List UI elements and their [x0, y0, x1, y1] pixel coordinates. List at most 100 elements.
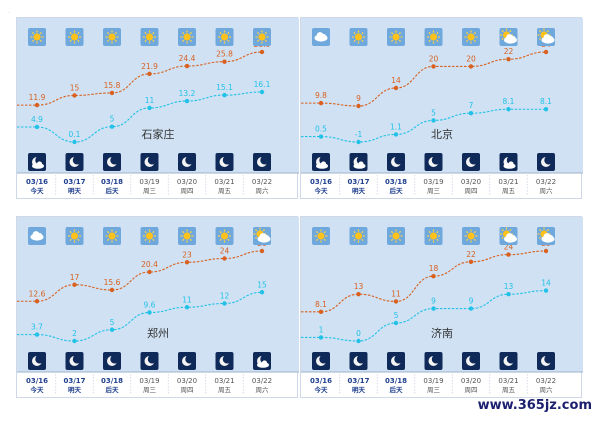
low-temp-label: 5 [431, 108, 436, 117]
high-temp-point [147, 71, 152, 77]
high-temp-label: 23 [182, 250, 192, 259]
low-temp-point [431, 306, 436, 311]
low-temp-point [72, 338, 77, 344]
night-weather [349, 352, 368, 370]
low-temp-point [109, 327, 115, 332]
moon-icon [69, 354, 82, 366]
high-temp-label: 15 [70, 83, 80, 92]
date-label: 03/21 [498, 178, 518, 186]
low-temp-point [506, 292, 511, 297]
low-temp-label: 13 [504, 282, 514, 291]
low-temp-point [468, 111, 474, 116]
moon-icon [107, 155, 119, 167]
day-weather [424, 227, 443, 245]
date-label: 03/18 [385, 377, 407, 385]
moon-icon [257, 155, 269, 167]
weekday-label: 后天 [106, 186, 120, 195]
date-label: 03/19 [423, 178, 443, 186]
low-temp-point [506, 107, 511, 112]
weekday-label: 后天 [390, 385, 404, 394]
forecast-chart: 9.8914202022240.5-11.1578.18.1北京03/16今天0… [301, 18, 583, 196]
forecast-chart: 11.91515.821.924.425.828.94.90.151113.21… [17, 18, 299, 196]
night-weather [499, 352, 518, 370]
sun-icon [68, 229, 81, 243]
high-temp-point [318, 309, 324, 315]
date-label: 03/20 [177, 377, 197, 385]
sun-icon [68, 30, 81, 44]
high-temp-label: 24 [220, 247, 230, 256]
high-temp-label: 8.1 [315, 300, 327, 309]
moon-icon [503, 354, 516, 366]
weekday-label: 周三 [143, 386, 157, 394]
low-temp-label: -1 [355, 130, 363, 139]
date-label: 03/16 [26, 377, 48, 385]
sun-icon [427, 229, 440, 243]
moon-icon [182, 155, 194, 167]
day-weather [140, 227, 159, 245]
high-temp-label: 22 [466, 250, 476, 259]
low-temp-point [431, 118, 436, 123]
weekday-label: 今天 [31, 186, 45, 195]
date-label: 03/22 [536, 377, 556, 385]
night-weather [462, 352, 480, 370]
sun-icon [464, 30, 478, 44]
cloudy-night-icon [32, 155, 44, 169]
moon-icon [541, 155, 553, 167]
low-temp-point [147, 310, 152, 315]
weekday-label: 周五 [502, 386, 516, 394]
night-weather [462, 153, 480, 171]
sun-icon [427, 30, 440, 44]
weekday-label: 周六 [256, 186, 270, 195]
sun-icon [389, 229, 403, 243]
cloudy-night-icon [353, 155, 366, 169]
date-label: 03/17 [63, 377, 85, 385]
day-weather [253, 227, 271, 245]
day-weather [499, 227, 518, 245]
high-temp-label: 24.4 [179, 54, 196, 63]
low-temp-point [543, 107, 549, 112]
high-temp-point [259, 248, 265, 254]
day-weather [65, 28, 84, 46]
date-label: 03/20 [461, 178, 481, 186]
moon-icon [32, 354, 44, 366]
date-label: 03/21 [214, 377, 234, 385]
low-temp-label: 13.2 [179, 89, 196, 98]
weekday-label: 周四 [465, 187, 478, 195]
weekday-label: 后天 [106, 385, 120, 394]
high-temp-point [506, 57, 511, 62]
low-temp-label: 2 [72, 329, 77, 338]
day-weather [537, 227, 555, 245]
low-temp-label: 0.1 [69, 130, 81, 139]
low-temp-label: 5 [110, 115, 115, 124]
low-temp-label: 11 [145, 96, 155, 105]
cloud-icon [314, 32, 328, 42]
low-temp-label: 0.5 [315, 125, 327, 134]
moon-icon [353, 354, 366, 366]
high-temp-label: 20.4 [141, 260, 158, 269]
high-temp-point [543, 248, 549, 254]
moon-icon [541, 354, 553, 366]
night-weather [103, 352, 121, 370]
day-weather [499, 28, 518, 46]
moon-icon [391, 354, 403, 366]
high-temp-point [468, 64, 474, 69]
date-label: 03/22 [252, 377, 272, 385]
partly-cloudy-icon [537, 28, 555, 44]
moon-icon [219, 155, 232, 167]
date-label: 03/22 [252, 178, 272, 186]
low-temp-point [318, 134, 324, 139]
sun-icon [389, 30, 403, 44]
day-weather [349, 28, 368, 46]
moon-icon [466, 354, 478, 366]
low-temp-label: 15 [257, 280, 267, 289]
day-weather [140, 28, 159, 46]
day-weather [28, 227, 46, 245]
cloudy-night-icon [503, 155, 516, 169]
date-label: 03/16 [310, 377, 332, 385]
weekday-label: 周四 [181, 187, 194, 195]
low-temp-point [393, 132, 399, 137]
low-temp-label: 16.1 [254, 80, 271, 89]
high-temp-point [431, 64, 436, 69]
day-weather [349, 227, 368, 245]
day-weather [65, 227, 84, 245]
